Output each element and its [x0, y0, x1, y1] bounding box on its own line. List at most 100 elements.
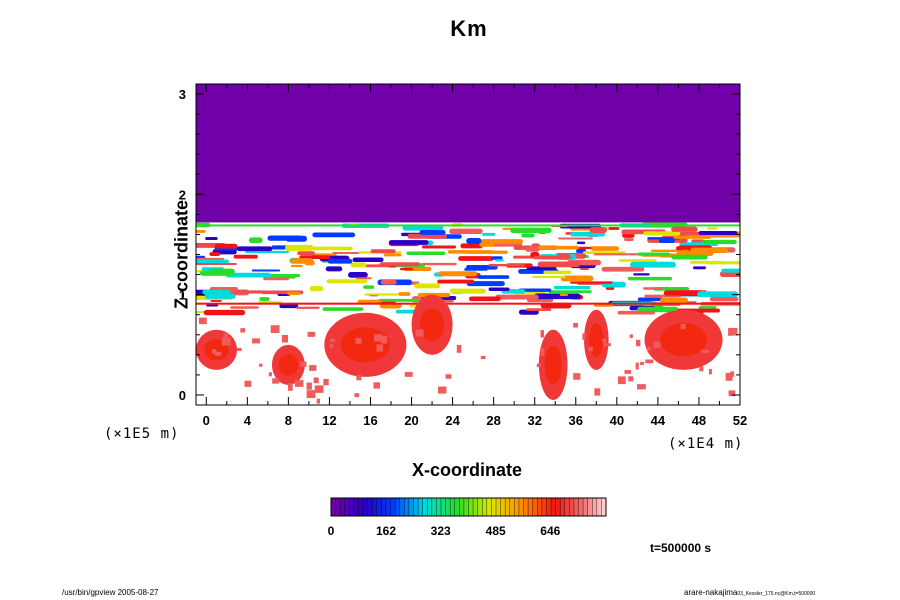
turbulence-streak	[201, 273, 234, 276]
turbulence-streak	[466, 238, 482, 244]
cell-speck	[258, 363, 263, 367]
colorbar-segment	[331, 498, 337, 516]
turbulence-streak	[210, 299, 222, 302]
colorbar-segment	[573, 498, 579, 516]
colorbar-segment	[340, 498, 346, 516]
colorbar-segment	[528, 498, 534, 516]
cell-speck	[316, 398, 321, 404]
colorbar-segment	[491, 498, 497, 516]
turbulence-streak	[364, 293, 399, 296]
turbulence-streak	[460, 243, 483, 249]
turbulence-streak	[458, 256, 494, 261]
cell-speck	[480, 355, 486, 360]
colorbar-segment	[509, 498, 515, 516]
turbulence-streak	[518, 288, 552, 292]
colorbar-segment	[454, 498, 460, 516]
cell-speck	[223, 333, 228, 338]
cell-speck	[540, 330, 545, 338]
x-tick-label: 16	[363, 413, 377, 428]
cell-speck	[700, 349, 709, 353]
cell-speck	[236, 347, 242, 352]
turbulence-streak	[589, 227, 608, 233]
cell-speck	[356, 374, 362, 381]
turbulence-streak	[209, 268, 235, 275]
x-tick-label: 12	[322, 413, 336, 428]
colorbar-segment	[601, 498, 607, 516]
turbulence-streak	[630, 261, 676, 268]
colorbar-segment	[518, 498, 524, 516]
turbulence-streak	[209, 252, 221, 256]
turbulence-streak	[245, 250, 289, 254]
turbulence-streak	[285, 235, 308, 242]
colorbar-segment	[436, 498, 442, 516]
turbulence-streak	[482, 232, 496, 236]
turbulence-streak	[560, 275, 594, 282]
turbulence-streak	[287, 291, 301, 296]
x-tick-label: 32	[527, 413, 541, 428]
x-tick-label: 36	[569, 413, 583, 428]
turbulence-streak	[521, 233, 535, 238]
cell-speck	[272, 378, 280, 384]
turbulence-streak	[248, 237, 263, 244]
colorbar-segment	[496, 498, 502, 516]
turbulence-streak	[526, 308, 552, 312]
chart-title: Km	[450, 16, 488, 41]
turbulence-streak	[706, 227, 718, 230]
turbulence-streak	[230, 306, 259, 309]
colorbar-segment	[335, 498, 341, 516]
cell-speck	[244, 380, 252, 387]
turbulence-streak	[264, 273, 301, 278]
turbulence-streak	[698, 306, 717, 309]
cell-speck	[314, 385, 324, 393]
turbulence-streak	[488, 287, 510, 291]
turbulence-streak	[237, 246, 273, 252]
cell-speck	[281, 334, 289, 343]
turbulence-streak	[232, 290, 267, 294]
turbulence-streak	[617, 310, 655, 315]
turbulence-streak	[673, 235, 711, 239]
turbulence-streak	[647, 237, 680, 240]
cell-speck	[198, 317, 207, 325]
colorbar: 0 162 323 485 646	[328, 497, 607, 538]
cell-speck	[374, 334, 383, 342]
turbulence-streak	[693, 266, 706, 270]
cell-speck	[536, 363, 541, 368]
colorbar-tick-label: 646	[540, 524, 560, 538]
x-tick-label: 8	[285, 413, 292, 428]
turbulence-streak	[689, 260, 723, 264]
turbulence-streak	[637, 306, 679, 313]
colorbar-segment	[431, 498, 437, 516]
colorbar-segment	[541, 498, 547, 516]
turbulence-streak	[543, 270, 572, 275]
x-tick-label: 28	[486, 413, 500, 428]
turbulence-streak	[414, 283, 441, 289]
turbulence-streak	[553, 285, 591, 290]
cell-core	[278, 353, 299, 376]
turbulence-streak	[537, 261, 581, 268]
cell-speck	[381, 335, 388, 344]
cell-core	[588, 323, 604, 357]
cell-speck	[588, 346, 593, 352]
colorbar-segment	[578, 498, 584, 516]
cell-speck	[240, 328, 246, 333]
colorbar-segment	[592, 498, 598, 516]
turbulence-streak	[259, 297, 270, 301]
cell-speck	[573, 373, 581, 380]
turbulence-streak	[350, 262, 367, 268]
cell-speck	[294, 380, 304, 387]
turbulence-streak	[633, 273, 650, 276]
turbulence-streak	[311, 253, 337, 256]
cell-speck	[708, 368, 712, 375]
cell-speck	[635, 362, 639, 370]
turbulence-streak	[422, 245, 456, 249]
colorbar-segment	[367, 498, 373, 516]
colorbar-tick-label: 0	[328, 524, 335, 538]
cell-speck	[540, 348, 545, 356]
turbulence-streak	[355, 277, 372, 280]
colorbar-segment	[441, 498, 447, 516]
turbulence-streak	[202, 289, 231, 295]
cell-speck	[645, 359, 654, 364]
turbulence-streak	[477, 275, 510, 279]
turbulence-streak	[488, 264, 525, 267]
